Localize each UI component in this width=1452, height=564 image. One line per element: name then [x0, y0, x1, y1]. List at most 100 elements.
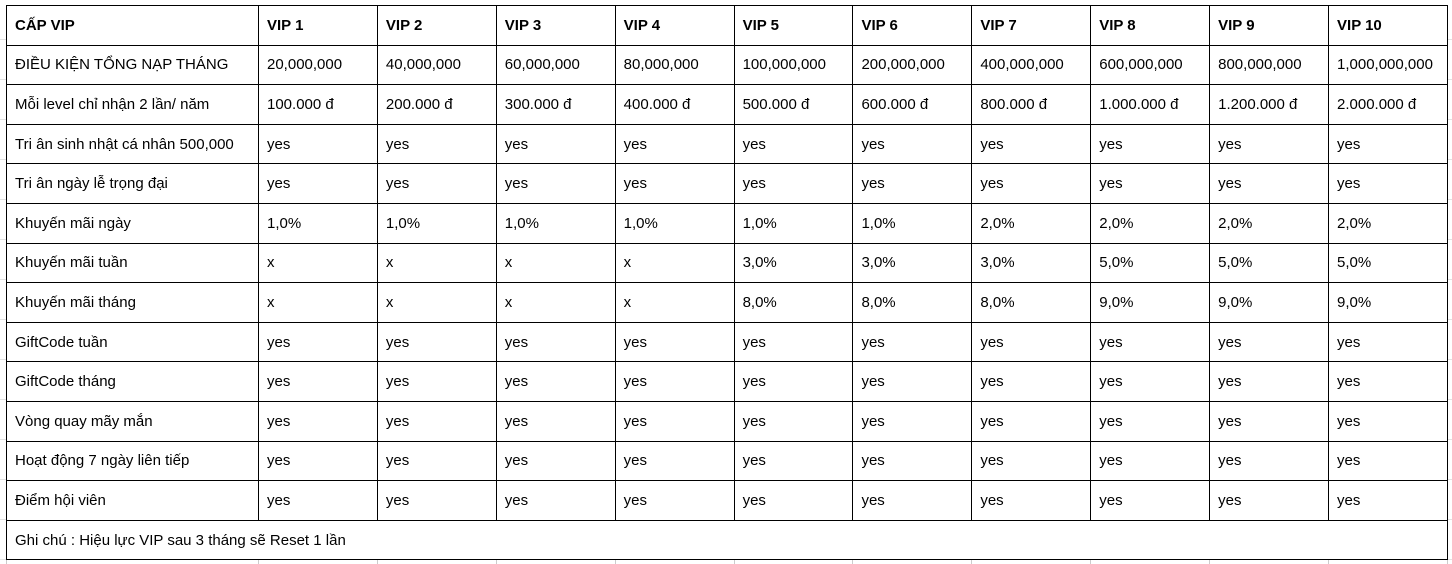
- value-cell[interactable]: 8,0%: [733, 282, 854, 323]
- value-cell[interactable]: 1,0%: [258, 202, 378, 244]
- value-cell[interactable]: yes: [733, 163, 854, 204]
- value-cell[interactable]: yes: [1090, 480, 1211, 521]
- row-label[interactable]: Khuyến mãi tháng: [6, 282, 259, 323]
- value-cell[interactable]: yes: [971, 400, 1092, 442]
- value-cell[interactable]: yes: [1090, 440, 1211, 482]
- value-cell[interactable]: yes: [852, 321, 973, 363]
- value-cell[interactable]: yes: [258, 321, 378, 363]
- value-cell[interactable]: yes: [1328, 400, 1448, 442]
- value-cell[interactable]: yes: [614, 163, 735, 204]
- value-cell[interactable]: 20,000,000: [258, 44, 378, 86]
- value-cell[interactable]: 3,0%: [971, 242, 1092, 284]
- value-cell[interactable]: 5,0%: [1209, 242, 1330, 284]
- value-cell[interactable]: yes: [733, 480, 854, 521]
- value-cell[interactable]: 600,000,000: [1090, 44, 1211, 86]
- value-cell[interactable]: yes: [258, 163, 378, 204]
- value-cell[interactable]: yes: [733, 361, 854, 402]
- value-cell[interactable]: 1,0%: [733, 202, 854, 244]
- value-cell[interactable]: 2,0%: [1328, 202, 1448, 244]
- value-cell[interactable]: 300.000 đ: [495, 84, 616, 125]
- header-cell[interactable]: VIP 1: [258, 5, 378, 46]
- value-cell[interactable]: yes: [495, 123, 616, 165]
- value-cell[interactable]: yes: [971, 480, 1092, 521]
- row-label[interactable]: Khuyến mãi ngày: [6, 202, 259, 244]
- value-cell[interactable]: yes: [1328, 440, 1448, 482]
- value-cell[interactable]: 1,0%: [495, 202, 616, 244]
- value-cell[interactable]: yes: [258, 480, 378, 521]
- value-cell[interactable]: yes: [1328, 321, 1448, 363]
- value-cell[interactable]: 2,0%: [971, 202, 1092, 244]
- value-cell[interactable]: yes: [1209, 123, 1330, 165]
- row-label[interactable]: Mỗi level chỉ nhận 2 lần/ năm: [6, 84, 259, 125]
- value-cell[interactable]: yes: [614, 480, 735, 521]
- value-cell[interactable]: 1.200.000 đ: [1209, 84, 1330, 125]
- value-cell[interactable]: yes: [733, 123, 854, 165]
- value-cell[interactable]: yes: [1328, 480, 1448, 521]
- value-cell[interactable]: 9,0%: [1209, 282, 1330, 323]
- value-cell[interactable]: 400.000 đ: [614, 84, 735, 125]
- value-cell[interactable]: yes: [1209, 400, 1330, 442]
- header-cell[interactable]: VIP 8: [1090, 5, 1211, 46]
- value-cell[interactable]: 1.000.000 đ: [1090, 84, 1211, 125]
- value-cell[interactable]: yes: [852, 163, 973, 204]
- value-cell[interactable]: 60,000,000: [495, 44, 616, 86]
- value-cell[interactable]: 1,000,000,000: [1328, 44, 1448, 86]
- value-cell[interactable]: yes: [1090, 400, 1211, 442]
- value-cell[interactable]: x: [376, 242, 497, 284]
- value-cell[interactable]: yes: [258, 440, 378, 482]
- value-cell[interactable]: yes: [971, 163, 1092, 204]
- header-cell[interactable]: VIP 5: [733, 5, 854, 46]
- value-cell[interactable]: yes: [376, 400, 497, 442]
- value-cell[interactable]: 8,0%: [971, 282, 1092, 323]
- value-cell[interactable]: 1,0%: [376, 202, 497, 244]
- row-label[interactable]: Tri ân sinh nhật cá nhân 500,000: [6, 123, 259, 165]
- value-cell[interactable]: yes: [971, 361, 1092, 402]
- value-cell[interactable]: 8,0%: [852, 282, 973, 323]
- value-cell[interactable]: x: [376, 282, 497, 323]
- value-cell[interactable]: yes: [258, 400, 378, 442]
- row-label[interactable]: Vòng quay mãy mắn: [6, 400, 259, 442]
- value-cell[interactable]: 3,0%: [733, 242, 854, 284]
- header-cell[interactable]: VIP 6: [852, 5, 973, 46]
- value-cell[interactable]: yes: [852, 440, 973, 482]
- value-cell[interactable]: yes: [852, 361, 973, 402]
- value-cell[interactable]: yes: [495, 400, 616, 442]
- header-cell[interactable]: VIP 9: [1209, 5, 1330, 46]
- value-cell[interactable]: yes: [376, 321, 497, 363]
- row-label[interactable]: GiftCode tuần: [6, 321, 259, 363]
- value-cell[interactable]: 400,000,000: [971, 44, 1092, 86]
- value-cell[interactable]: yes: [1209, 361, 1330, 402]
- value-cell[interactable]: yes: [971, 440, 1092, 482]
- value-cell[interactable]: yes: [495, 321, 616, 363]
- value-cell[interactable]: x: [495, 282, 616, 323]
- value-cell[interactable]: yes: [1090, 163, 1211, 204]
- value-cell[interactable]: 800,000,000: [1209, 44, 1330, 86]
- value-cell[interactable]: x: [258, 282, 378, 323]
- value-cell[interactable]: 200.000 đ: [376, 84, 497, 125]
- value-cell[interactable]: yes: [1090, 123, 1211, 165]
- value-cell[interactable]: yes: [376, 440, 497, 482]
- value-cell[interactable]: yes: [1209, 440, 1330, 482]
- row-label[interactable]: Điểm hội viên: [6, 480, 259, 521]
- value-cell[interactable]: yes: [495, 480, 616, 521]
- value-cell[interactable]: yes: [733, 440, 854, 482]
- value-cell[interactable]: yes: [614, 400, 735, 442]
- row-label[interactable]: Hoạt động 7 ngày liên tiếp: [6, 440, 259, 482]
- value-cell[interactable]: yes: [614, 440, 735, 482]
- value-cell[interactable]: 3,0%: [852, 242, 973, 284]
- value-cell[interactable]: 600.000 đ: [852, 84, 973, 125]
- value-cell[interactable]: yes: [495, 440, 616, 482]
- value-cell[interactable]: yes: [1209, 480, 1330, 521]
- value-cell[interactable]: yes: [971, 123, 1092, 165]
- value-cell[interactable]: 100.000 đ: [258, 84, 378, 125]
- value-cell[interactable]: x: [495, 242, 616, 284]
- value-cell[interactable]: 2,0%: [1090, 202, 1211, 244]
- header-cell[interactable]: VIP 10: [1328, 5, 1448, 46]
- value-cell[interactable]: yes: [614, 361, 735, 402]
- value-cell[interactable]: yes: [852, 480, 973, 521]
- value-cell[interactable]: 5,0%: [1328, 242, 1448, 284]
- value-cell[interactable]: yes: [614, 123, 735, 165]
- value-cell[interactable]: x: [614, 242, 735, 284]
- value-cell[interactable]: yes: [376, 163, 497, 204]
- value-cell[interactable]: x: [258, 242, 378, 284]
